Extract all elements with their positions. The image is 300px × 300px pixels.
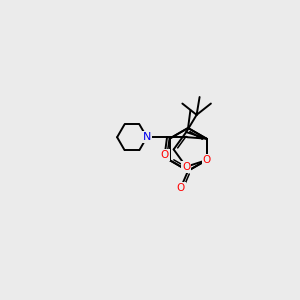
Text: O: O	[176, 183, 185, 193]
Text: N: N	[142, 132, 151, 142]
Text: O: O	[202, 155, 211, 165]
Text: O: O	[160, 150, 169, 160]
Text: O: O	[182, 162, 190, 172]
